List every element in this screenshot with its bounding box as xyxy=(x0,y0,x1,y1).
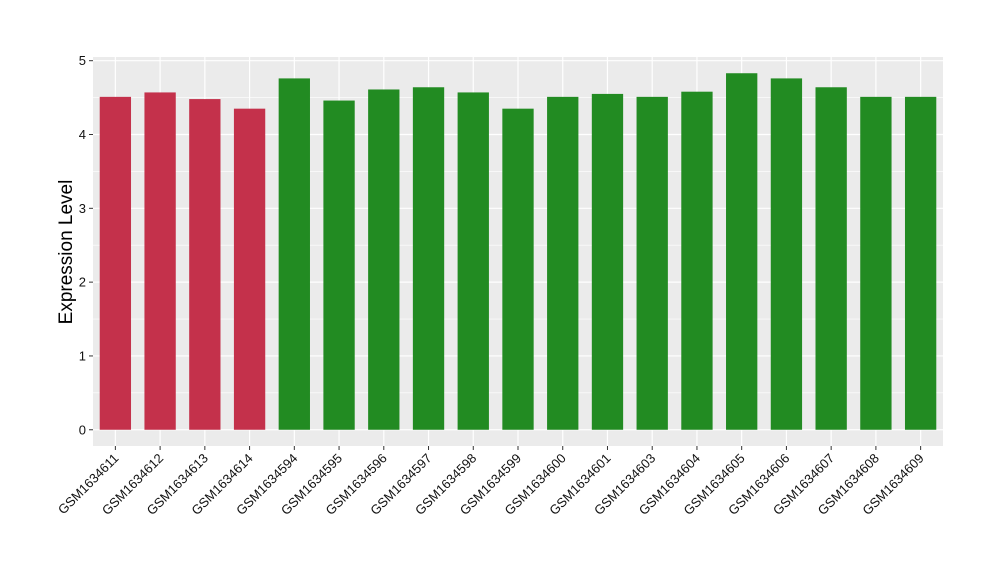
bar-GSM1634612 xyxy=(144,92,176,430)
y-tick-label: 1 xyxy=(79,348,86,363)
bar-GSM1634594 xyxy=(278,78,310,430)
bar-GSM1634611 xyxy=(99,96,132,430)
bar-GSM1634598 xyxy=(457,92,489,430)
y-tick-label: 2 xyxy=(79,275,86,290)
y-axis-title: Expression Level xyxy=(56,180,77,325)
y-tick-label: 4 xyxy=(79,127,86,142)
x-axis: GSM1634611GSM1634612GSM1634613GSM1634614… xyxy=(55,446,927,518)
bar-GSM1634608 xyxy=(860,96,892,430)
bar-GSM1634595 xyxy=(323,100,355,430)
y-tick-label: 3 xyxy=(79,201,86,216)
bar-GSM1634603 xyxy=(636,96,668,430)
bar-GSM1634600 xyxy=(547,96,579,430)
bar-GSM1634609 xyxy=(904,96,937,430)
bar-GSM1634613 xyxy=(189,99,221,430)
bar-GSM1634614 xyxy=(233,108,266,430)
y-tick-label: 0 xyxy=(79,422,86,437)
bar-GSM1634601 xyxy=(591,93,624,430)
bar-GSM1634596 xyxy=(368,89,400,430)
bar-GSM1634607 xyxy=(815,87,847,430)
bar-GSM1634597 xyxy=(412,87,445,430)
bars xyxy=(99,73,937,430)
bar-GSM1634606 xyxy=(770,78,803,430)
bar-GSM1634605 xyxy=(726,73,758,430)
bar-GSM1634604 xyxy=(681,91,713,430)
bar-GSM1634599 xyxy=(502,108,534,430)
y-tick-label: 5 xyxy=(79,53,86,68)
y-axis: 0 1 2 3 4 5 xyxy=(79,53,93,437)
